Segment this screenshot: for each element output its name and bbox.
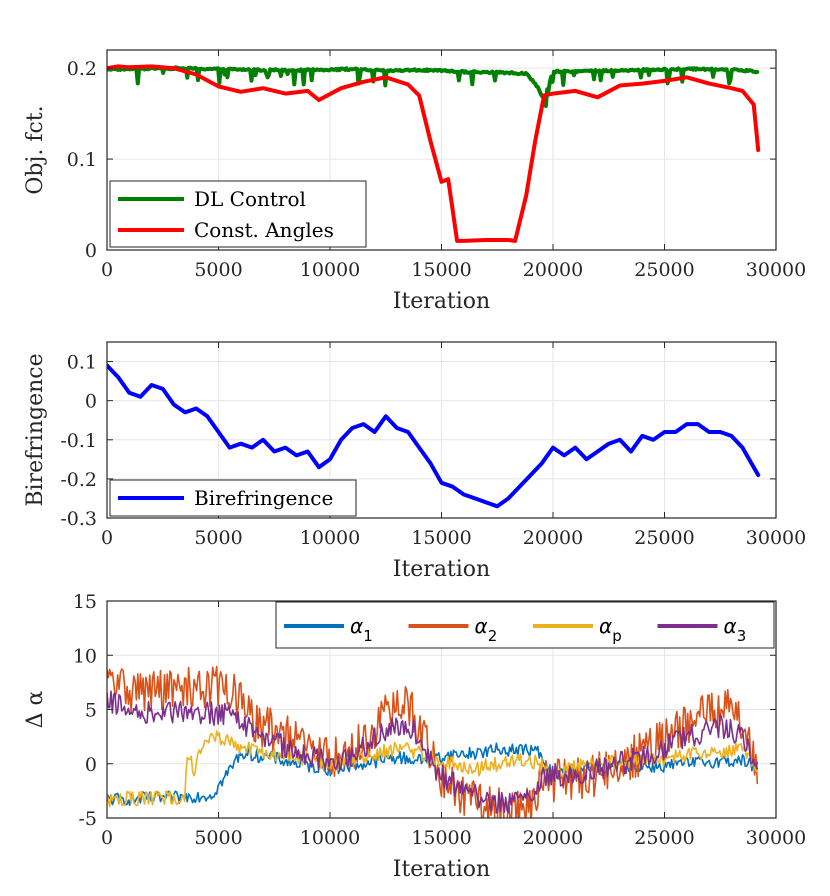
x-tick-label: 15000 xyxy=(411,259,471,281)
chart-panel-3: 0 5000 10000 15000 20000 25000 30000-5051015It… xyxy=(23,591,806,882)
legend: α1 α2 αp α3 xyxy=(275,601,775,649)
legend-label-subscript: p xyxy=(612,627,622,645)
series-line-4 xyxy=(107,690,759,814)
x-tick-label: 5000 xyxy=(194,527,242,549)
x-axis-label: Iteration xyxy=(393,857,490,882)
x-tick-label: 15000 xyxy=(411,527,471,549)
legend-label-base: α xyxy=(350,614,363,638)
legend-label: α2 xyxy=(475,614,498,645)
legend: Birefringence xyxy=(109,479,357,517)
x-tick-label: 5000 xyxy=(194,827,242,849)
y-tick-label: 0.1 xyxy=(67,352,97,374)
chart-panel-2: 0 5000 10000 15000 20000 25000 30000 -0.3 -0.2 -0… xyxy=(23,341,806,582)
legend-label-subscript: 2 xyxy=(488,627,498,645)
series-group xyxy=(107,64,761,243)
legend-label: α1 xyxy=(350,614,373,645)
x-tick-label: 5000 xyxy=(194,259,242,281)
series-line-1 xyxy=(107,65,760,108)
x-axis-label: Iteration xyxy=(393,557,490,582)
y-tick-label: 0.1 xyxy=(67,149,97,171)
legend: DL Control Const. Angles xyxy=(109,180,367,248)
x-tick-label: 25000 xyxy=(634,259,694,281)
chart-panel-1: 0 5000 10000 15000 20000 25000 30000 0 0.1 0.2 Ite… xyxy=(23,49,806,314)
legend-label-subscript: 3 xyxy=(737,627,747,645)
series-line-1 xyxy=(107,363,761,509)
x-tick-label: 30000 xyxy=(746,827,806,849)
y-tick-label: -0.2 xyxy=(60,469,97,491)
y-tick-label: 10 xyxy=(73,645,97,667)
x-axis-label: Iteration xyxy=(393,289,490,314)
x-tick-label: 25000 xyxy=(634,527,694,549)
legend-box xyxy=(109,180,367,248)
legend-label: Const. Angles xyxy=(194,218,334,242)
y-axis-label: Birefringence xyxy=(23,353,48,506)
x-tick-label: 0 xyxy=(101,827,113,849)
series-line-2 xyxy=(107,64,761,243)
y-axis-label: Obj. fct. xyxy=(23,105,48,194)
legend-label-base: α xyxy=(599,614,612,638)
legend-label-base: α xyxy=(724,614,737,638)
y-tick-label: 0 xyxy=(85,754,97,776)
y-tick-label: -5 xyxy=(78,808,97,830)
x-tick-label: 25000 xyxy=(634,827,694,849)
x-tick-label: 10000 xyxy=(300,259,360,281)
legend-label: DL Control xyxy=(194,187,306,211)
x-tick-label: 0 xyxy=(101,527,113,549)
legend-label: αp xyxy=(599,614,622,645)
y-tick-label: 0 xyxy=(85,240,97,262)
x-tick-label: 15000 xyxy=(411,827,471,849)
series-line-3 xyxy=(107,730,759,808)
legend-label: α3 xyxy=(724,614,747,645)
x-tick-label: 20000 xyxy=(523,827,583,849)
y-axis-label: Δ α xyxy=(23,690,48,728)
legend-label-base: α xyxy=(475,614,488,638)
x-tick-label: 10000 xyxy=(300,827,360,849)
x-tick-label: 30000 xyxy=(746,527,806,549)
y-tick-label: 5 xyxy=(85,700,97,722)
legend-label: Birefringence xyxy=(194,486,333,510)
y-tick-label: -0.1 xyxy=(60,430,97,452)
x-tick-label: 20000 xyxy=(523,527,583,549)
x-tick-label: 0 xyxy=(101,259,113,281)
y-tick-label: 0 xyxy=(85,391,97,413)
x-tick-label: 10000 xyxy=(300,527,360,549)
y-tick-label: 0.2 xyxy=(67,58,97,80)
series-group xyxy=(107,363,761,509)
legend-box xyxy=(275,601,775,649)
legend-label-subscript: 1 xyxy=(363,627,373,645)
y-tick-label: 15 xyxy=(73,591,97,613)
y-tick-label: -0.3 xyxy=(60,508,97,530)
x-tick-label: 30000 xyxy=(746,259,806,281)
series-group xyxy=(107,665,759,818)
x-tick-label: 20000 xyxy=(523,259,583,281)
